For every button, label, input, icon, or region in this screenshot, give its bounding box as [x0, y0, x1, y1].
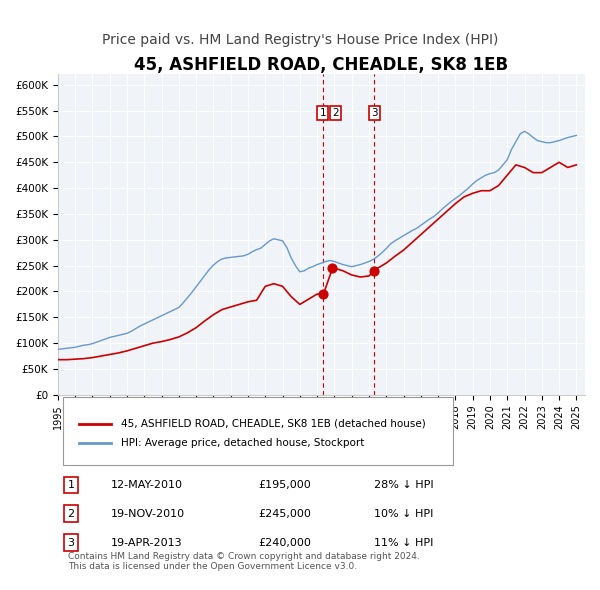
Text: 2: 2 — [67, 509, 74, 519]
Text: 12-MAY-2010: 12-MAY-2010 — [110, 480, 182, 490]
Text: Contains HM Land Registry data © Crown copyright and database right 2024.
This d: Contains HM Land Registry data © Crown c… — [68, 552, 420, 571]
Text: 3: 3 — [371, 108, 377, 118]
Text: Price paid vs. HM Land Registry's House Price Index (HPI): Price paid vs. HM Land Registry's House … — [102, 33, 498, 47]
Point — [328, 264, 337, 273]
Text: 2: 2 — [332, 108, 339, 118]
Text: 28% ↓ HPI: 28% ↓ HPI — [374, 480, 434, 490]
Text: 3: 3 — [68, 537, 74, 548]
Text: 1: 1 — [319, 108, 326, 118]
Text: 19-APR-2013: 19-APR-2013 — [110, 537, 182, 548]
Text: HPI: Average price, detached house, Stockport: HPI: Average price, detached house, Stoc… — [121, 438, 364, 448]
Point — [370, 266, 379, 276]
Point — [319, 289, 328, 299]
Text: 11% ↓ HPI: 11% ↓ HPI — [374, 537, 434, 548]
Text: 45, ASHFIELD ROAD, CHEADLE, SK8 1EB (detached house): 45, ASHFIELD ROAD, CHEADLE, SK8 1EB (det… — [121, 419, 426, 429]
Text: £240,000: £240,000 — [258, 537, 311, 548]
Title: 45, ASHFIELD ROAD, CHEADLE, SK8 1EB: 45, ASHFIELD ROAD, CHEADLE, SK8 1EB — [134, 56, 508, 74]
Text: £195,000: £195,000 — [258, 480, 311, 490]
FancyBboxPatch shape — [63, 396, 453, 465]
Text: 19-NOV-2010: 19-NOV-2010 — [110, 509, 185, 519]
Text: £245,000: £245,000 — [258, 509, 311, 519]
Text: 1: 1 — [68, 480, 74, 490]
Text: 10% ↓ HPI: 10% ↓ HPI — [374, 509, 434, 519]
